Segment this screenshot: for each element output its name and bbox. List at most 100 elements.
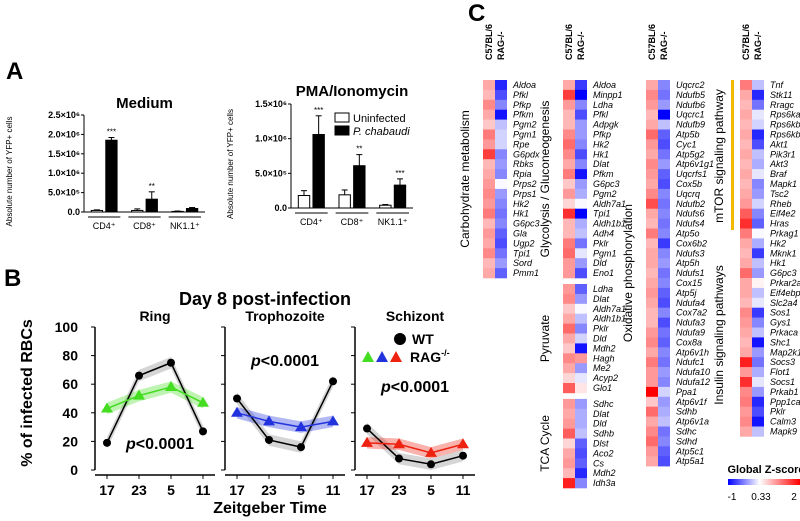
heatmap-cell-wt (646, 268, 658, 279)
heatmap-cell-rag (752, 129, 764, 140)
gene-label: Pfkl (513, 90, 529, 100)
gene-label: Aco2 (592, 448, 614, 458)
panel-label-c: C (468, 0, 486, 27)
panel-label-a: A (6, 58, 24, 85)
gene-label: Rps6kb2 (770, 130, 800, 140)
heatmap-cell-wt (646, 386, 658, 398)
heatmap-cell-wt (646, 149, 658, 160)
gene-label: Prkab1 (770, 387, 799, 397)
heatmap-cell-wt (483, 139, 495, 150)
heatmap-cell-wt (563, 228, 575, 239)
gene-label: Minpp1 (593, 90, 623, 100)
heatmap-cell-wt (483, 218, 495, 229)
gene-label: Braf (770, 169, 788, 179)
heatmap-cell-rag (495, 99, 507, 110)
heatmap-cell-wt (483, 119, 495, 130)
heatmap-cell-wt (740, 198, 752, 209)
gene-label: Pgm2 (593, 189, 617, 199)
heatmap-cell-rag (752, 139, 764, 150)
rag-line (366, 442, 464, 454)
gene-label: Cox7a2 (676, 308, 707, 318)
heatmap-cell-rag (658, 109, 670, 120)
gene-label: Prkar2a (770, 278, 800, 288)
group-label: Oxidative phosphorylation (621, 204, 635, 342)
heatmap-cell-wt (563, 268, 575, 279)
heatmap-cell-wt (646, 347, 658, 358)
rag-line (106, 386, 204, 410)
heatmap-cell-wt (740, 426, 752, 437)
x-tick-label: CD4⁺ (300, 217, 323, 227)
heatmap-cell-rag (575, 293, 587, 305)
significance-label: ** (356, 145, 362, 154)
heatmap-cell-wt (646, 218, 658, 229)
y-tick-label: 20 (62, 433, 78, 449)
heatmap-cell-rag (658, 238, 670, 249)
heatmap-cell-rag (658, 416, 670, 427)
heatmap-cell-wt (563, 238, 575, 249)
heatmap-cell-wt (740, 169, 752, 180)
bar-infected (145, 198, 158, 213)
x-tick-label: CD4⁺ (93, 221, 116, 231)
bar-infected (353, 165, 366, 209)
gene-label: Pgm1 (593, 248, 617, 258)
gene-label: Pfkm (513, 110, 534, 120)
heatmap-cell-wt (563, 303, 575, 314)
heatmap-cell-rag (575, 448, 587, 459)
heatmap-cell-rag (495, 258, 507, 269)
gene-label: Uqcrfs1 (676, 169, 707, 179)
bar-uninfected (90, 209, 104, 213)
gene-label: G6pc3 (770, 268, 797, 278)
gene-label: Cyc1 (676, 139, 697, 149)
heatmap-cell-wt (646, 396, 658, 407)
x-tick-label: NK1.1⁺ (378, 217, 408, 227)
gene-label: Rpe (513, 139, 530, 149)
heatmap-cell-rag (575, 418, 587, 429)
heatmap-cell-rag (575, 353, 587, 364)
heatmap-cell-wt (563, 363, 575, 374)
heatmap-cell-rag (495, 268, 507, 279)
bar-infected (185, 208, 199, 213)
heatmap-cell-rag (752, 278, 764, 289)
gene-label: Ndufs4 (676, 219, 705, 229)
heatmap-cell-wt (646, 327, 658, 338)
heatmap-cell-rag (575, 313, 587, 324)
heatmap-cell-rag (495, 89, 507, 101)
x-tick-label: 5 (297, 482, 305, 498)
heatmap-cell-rag (575, 478, 587, 489)
y-axis-label: Absolute number of YFP+ cells (5, 117, 14, 227)
column-header: C57BL/6 (647, 24, 657, 60)
gene-label: Ndufb2 (676, 199, 705, 209)
heatmap-cell-wt (740, 317, 752, 328)
gene-label: Dlat (593, 409, 610, 419)
legend-rag-marker (376, 351, 388, 362)
rag-point (165, 381, 177, 392)
heatmap-cell-wt (563, 129, 575, 140)
heatmap-cell-rag (658, 268, 670, 279)
gene-label: Rps6ka3 (770, 110, 800, 120)
gene-label: Uqcrc1 (676, 110, 705, 120)
gene-label: Sdhb (676, 407, 697, 417)
heatmap-cell-wt (563, 398, 575, 410)
wt-point (395, 454, 403, 463)
heatmap-cell-rag (658, 159, 670, 170)
x-tick-label: CD8⁺ (341, 217, 364, 227)
gene-label: Socs1 (770, 377, 795, 387)
gene-label: Sdhc (676, 427, 697, 437)
colorbar (728, 479, 800, 485)
gene-label: Akt1 (769, 139, 788, 149)
heatmap-cell-wt (740, 327, 752, 338)
gene-label: Eif4e2 (770, 209, 796, 219)
gene-label: Pfkp (513, 100, 531, 110)
heatmap-cell-rag (658, 149, 670, 160)
medium-bar-chart: Medium Absolute number of YFP+ cells 0.0 5.… (5, 95, 205, 231)
heatmap-cell-wt (646, 377, 658, 388)
gene-label: Ugp2 (513, 238, 535, 248)
heatmap-cell-wt (483, 169, 495, 180)
wt-point (103, 438, 111, 447)
legend-rag-label: RAG-/- (410, 348, 450, 365)
pma-ionomycin-bar-chart: PMA/Ionomycin Absolute number of YFP+ cel… (226, 83, 413, 227)
heatmap-cell-wt (483, 198, 495, 209)
heatmap-cell-rag (752, 357, 764, 368)
heatmap-cell-rag (752, 228, 764, 239)
heatmap-cell-rag (658, 317, 670, 328)
